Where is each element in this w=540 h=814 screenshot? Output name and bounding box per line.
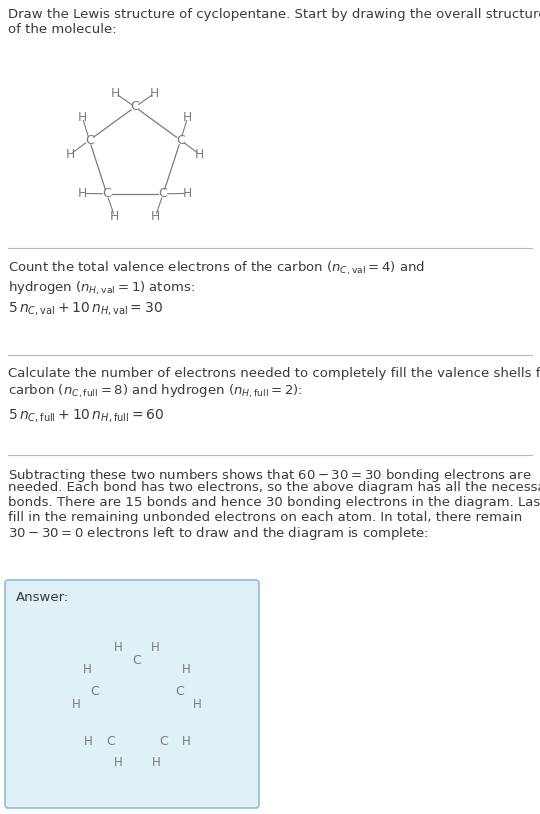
Text: H: H — [182, 663, 191, 676]
Text: H: H — [111, 87, 120, 100]
FancyBboxPatch shape — [5, 580, 259, 808]
Text: H: H — [72, 698, 80, 711]
Text: C: C — [85, 133, 94, 147]
Text: C: C — [176, 133, 185, 147]
Text: C: C — [106, 735, 115, 748]
Text: C: C — [159, 187, 168, 200]
Text: C: C — [133, 654, 141, 667]
Text: C: C — [176, 685, 184, 698]
Text: Count the total valence electrons of the carbon ($n_{C,\mathrm{val}} = 4$) and
h: Count the total valence electrons of the… — [8, 260, 425, 297]
Text: $5\,n_{C,\mathrm{full}} + 10\,n_{H,\mathrm{full}} = 60$: $5\,n_{C,\mathrm{full}} + 10\,n_{H,\math… — [8, 407, 164, 424]
Text: H: H — [84, 734, 92, 747]
Text: H: H — [152, 756, 160, 769]
Text: H: H — [113, 756, 122, 769]
Text: Calculate the number of electrons needed to completely fill the valence shells f: Calculate the number of electrons needed… — [8, 367, 540, 400]
Text: needed. Each bond has two electrons, so the above diagram has all the necessary: needed. Each bond has two electrons, so … — [8, 482, 540, 494]
Text: C: C — [90, 685, 98, 698]
Text: H: H — [151, 210, 160, 223]
Text: H: H — [65, 148, 75, 161]
Text: H: H — [151, 641, 160, 654]
Text: C: C — [102, 187, 111, 200]
Text: $5\,n_{C,\mathrm{val}} + 10\,n_{H,\mathrm{val}} = 30$: $5\,n_{C,\mathrm{val}} + 10\,n_{H,\mathr… — [8, 300, 163, 317]
Text: H: H — [83, 663, 92, 676]
Text: H: H — [193, 698, 202, 711]
Text: H: H — [150, 87, 159, 100]
Text: $30 - 30 = 0$ electrons left to draw and the diagram is complete:: $30 - 30 = 0$ electrons left to draw and… — [8, 525, 429, 542]
Text: H: H — [195, 148, 205, 161]
Text: fill in the remaining unbonded electrons on each atom. In total, there remain: fill in the remaining unbonded electrons… — [8, 510, 522, 523]
Text: H: H — [110, 210, 119, 223]
Text: H: H — [183, 111, 192, 124]
Text: H: H — [183, 187, 192, 200]
Text: H: H — [78, 187, 87, 200]
Text: Subtracting these two numbers shows that $60 - 30 = 30$ bonding electrons are: Subtracting these two numbers shows that… — [8, 467, 532, 484]
Text: H: H — [181, 734, 190, 747]
Text: Draw the Lewis structure of cyclopentane. Start by drawing the overall structure: Draw the Lewis structure of cyclopentane… — [8, 8, 540, 36]
Text: bonds. There are 15 bonds and hence 30 bonding electrons in the diagram. Lastly,: bonds. There are 15 bonds and hence 30 b… — [8, 496, 540, 509]
Text: C: C — [159, 735, 168, 748]
Text: H: H — [78, 111, 87, 124]
Text: Answer:: Answer: — [16, 591, 69, 604]
Text: H: H — [114, 641, 123, 654]
Text: C: C — [131, 100, 139, 113]
